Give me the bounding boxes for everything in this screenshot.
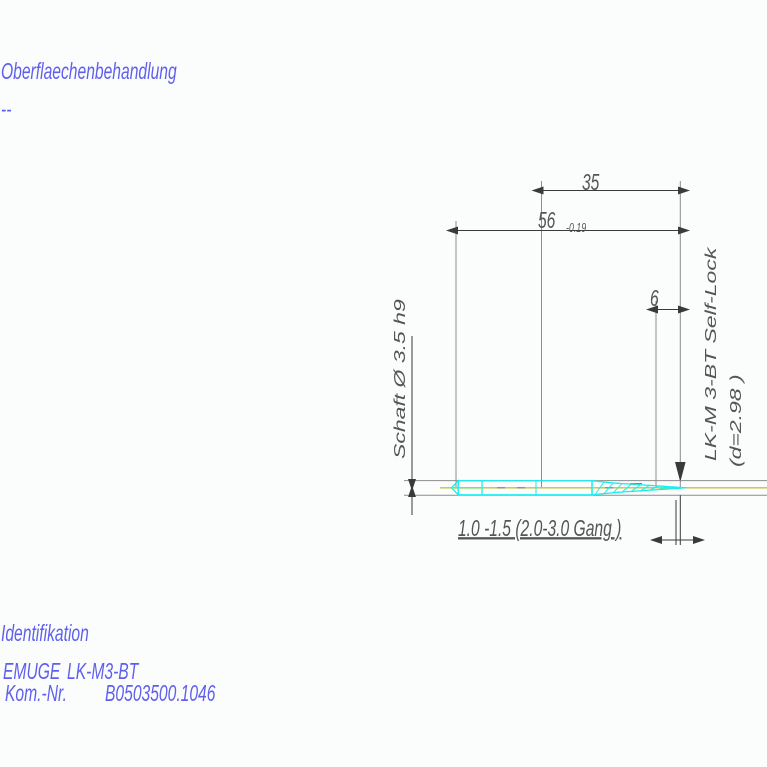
svg-text:(d=2.98 ): (d=2.98 ) (727, 374, 744, 467)
svg-text:1.0 -1.5 (2.0-3.0 Gang ): 1.0 -1.5 (2.0-3.0 Gang ) (458, 516, 621, 542)
svg-text:56: 56 (538, 208, 555, 234)
svg-text:Schaft Ø 3.5 h9: Schaft Ø 3.5 h9 (391, 299, 408, 459)
svg-text:LK-M 3-BT Self-Lock: LK-M 3-BT Self-Lock (702, 246, 719, 461)
svg-text:35: 35 (582, 170, 599, 196)
svg-text:6: 6 (650, 286, 659, 312)
svg-text:-0.19: -0.19 (566, 221, 586, 235)
